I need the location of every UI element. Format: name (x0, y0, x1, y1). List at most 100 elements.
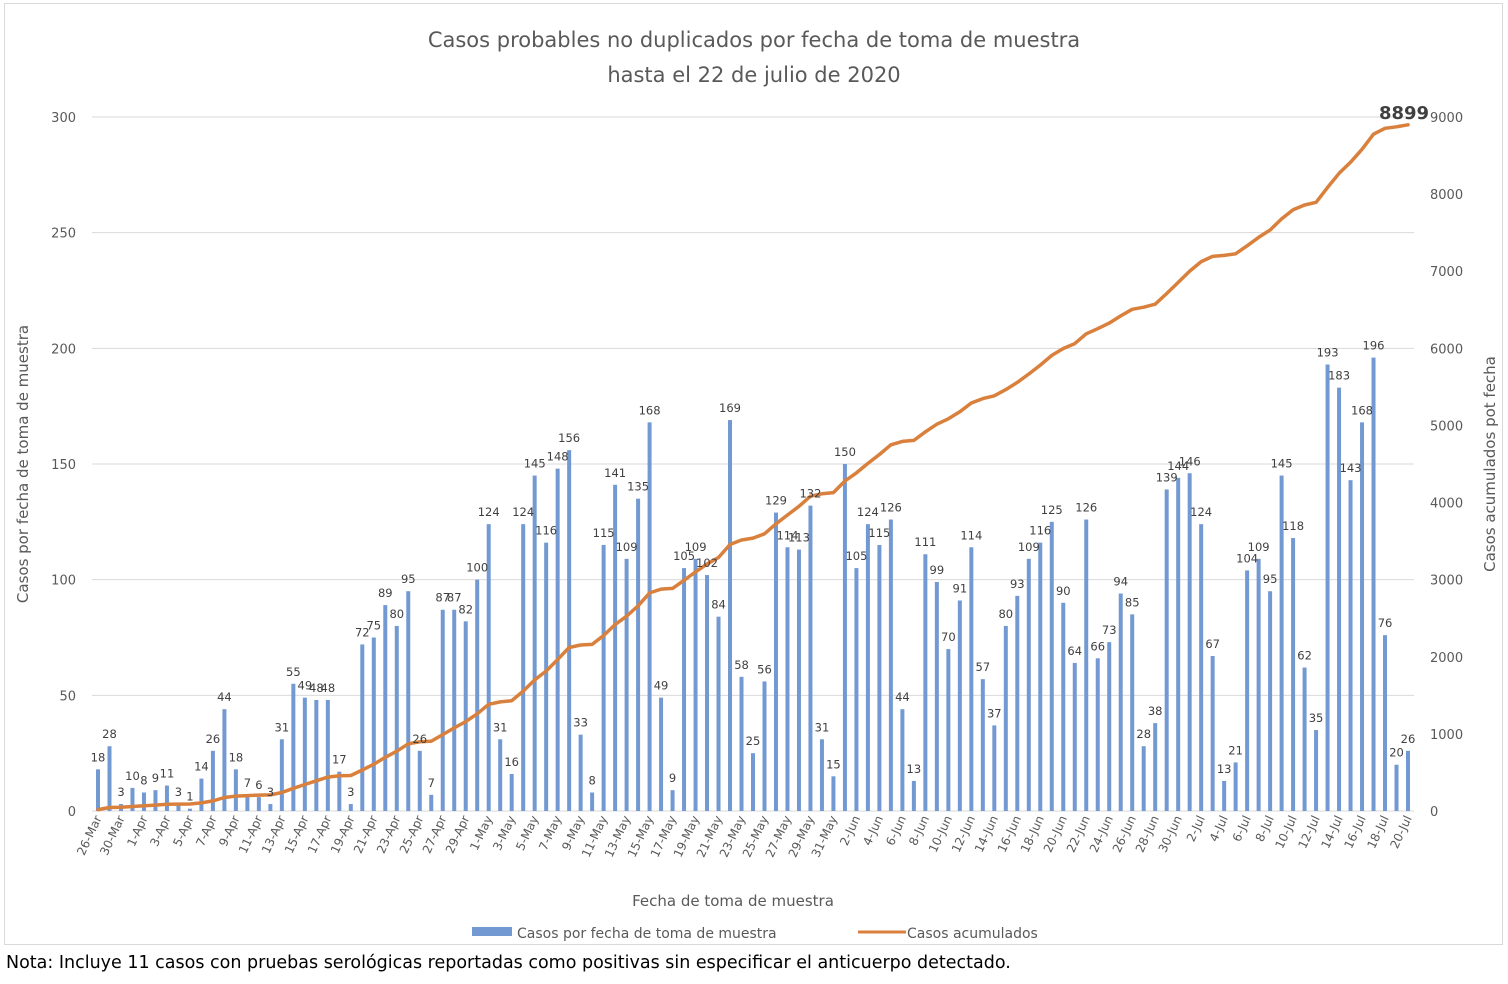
bar (544, 542, 549, 811)
bar (279, 739, 284, 811)
bar-data-label: 102 (696, 556, 718, 570)
bar-data-label: 13 (1217, 762, 1232, 776)
bar-data-label: 9 (152, 771, 159, 785)
bar-data-label: 56 (757, 662, 772, 676)
y2-tick-label: 8000 (1430, 188, 1463, 203)
bar (153, 790, 158, 811)
bar-data-label: 3 (117, 785, 124, 799)
bar-data-label: 67 (1205, 637, 1220, 651)
bar (130, 787, 135, 811)
bar (601, 544, 606, 811)
bar-data-label: 196 (1363, 339, 1385, 353)
bar (1256, 558, 1261, 811)
bar (440, 609, 445, 811)
bar (337, 771, 342, 811)
bar-data-label: 124 (512, 505, 534, 519)
bar-data-label: 145 (1271, 457, 1293, 471)
bar-data-label: 48 (321, 681, 336, 695)
bar-data-label: 35 (1309, 711, 1324, 725)
bar (739, 676, 744, 811)
bar-data-label: 124 (1190, 505, 1212, 519)
bar (256, 797, 261, 811)
bar (1210, 656, 1215, 811)
bar-data-label: 49 (654, 679, 669, 693)
bar (96, 769, 100, 811)
bar-data-label: 148 (547, 450, 569, 464)
bar-data-label: 91 (953, 581, 968, 595)
bar (1337, 387, 1342, 811)
bar (348, 804, 353, 811)
bar (222, 709, 227, 811)
bar (842, 464, 847, 811)
y-tick-label: 300 (51, 111, 76, 126)
bar (957, 600, 962, 811)
bar-data-label: 31 (493, 720, 508, 734)
bar (245, 794, 250, 811)
x-tick-label: 6-Jul (1230, 813, 1254, 844)
bar (199, 778, 204, 811)
cumulative-end-label: 8899 (1379, 103, 1429, 124)
bar (176, 804, 181, 811)
bar-data-label: 111 (914, 535, 936, 549)
bar-series (96, 357, 1410, 811)
bar (107, 746, 112, 811)
bar-data-label: 13 (907, 762, 922, 776)
bar (383, 605, 388, 811)
bar-data-label: 37 (987, 706, 1002, 720)
y-axis-left-ticks: 0 50 100 150 200 250 300 (51, 111, 76, 820)
bar (923, 554, 928, 811)
bar-data-label: 6 (255, 778, 262, 792)
bar-data-label: 73 (1102, 623, 1117, 637)
bar (1015, 595, 1020, 811)
bar-data-label: 3 (175, 785, 182, 799)
bar (406, 591, 411, 811)
bar-data-label: 8 (140, 773, 147, 787)
bar (475, 579, 480, 811)
bar-data-label: 57 (976, 660, 991, 674)
bar-data-label: 144 (1167, 459, 1189, 473)
bar (325, 699, 330, 811)
y-tick-label: 250 (51, 227, 76, 242)
bar-data-label: 31 (275, 720, 290, 734)
y2-tick-label: 7000 (1430, 265, 1463, 280)
bar-data-label: 25 (746, 734, 761, 748)
bar (1061, 602, 1066, 811)
bar-data-label: 100 (466, 561, 488, 575)
bar-data-label: 129 (765, 494, 787, 508)
bar (1118, 593, 1123, 811)
bar (498, 739, 503, 811)
bar-data-label: 193 (1317, 346, 1339, 360)
bar (578, 734, 583, 811)
bar (1107, 642, 1112, 811)
bar-data-label: 126 (1075, 501, 1097, 515)
chart-title: Casos probables no duplicados por fecha … (428, 28, 1080, 87)
bar (1302, 667, 1307, 811)
bar (567, 450, 572, 811)
bar (1095, 658, 1100, 811)
bar-data-label: 132 (799, 487, 821, 501)
bar-data-label: 126 (880, 501, 902, 515)
bar-data-label: 116 (535, 524, 557, 538)
bar (877, 544, 882, 811)
bar (1141, 746, 1146, 811)
bar-data-label: 9 (669, 771, 676, 785)
line-series: 8899 (96, 103, 1429, 812)
bar (1325, 364, 1330, 811)
bar (463, 621, 468, 811)
x-tick-label: 8-Jul (1253, 813, 1277, 844)
y2-tick-label: 4000 (1430, 497, 1463, 512)
bar-data-label: 125 (1041, 503, 1063, 517)
bar (1406, 750, 1410, 811)
bar (1176, 477, 1181, 811)
bar-data-label: 87 (435, 591, 450, 605)
bar-data-label: 95 (1263, 572, 1278, 586)
bar-data-label: 80 (389, 607, 404, 621)
y2-tick-label: 9000 (1430, 111, 1463, 126)
bar-data-label: 18 (91, 750, 106, 764)
y-tick-label: 150 (51, 458, 76, 473)
bar (613, 484, 618, 811)
bar (1038, 542, 1043, 811)
bar (1084, 519, 1089, 811)
y2-tick-label: 1000 (1430, 728, 1463, 743)
